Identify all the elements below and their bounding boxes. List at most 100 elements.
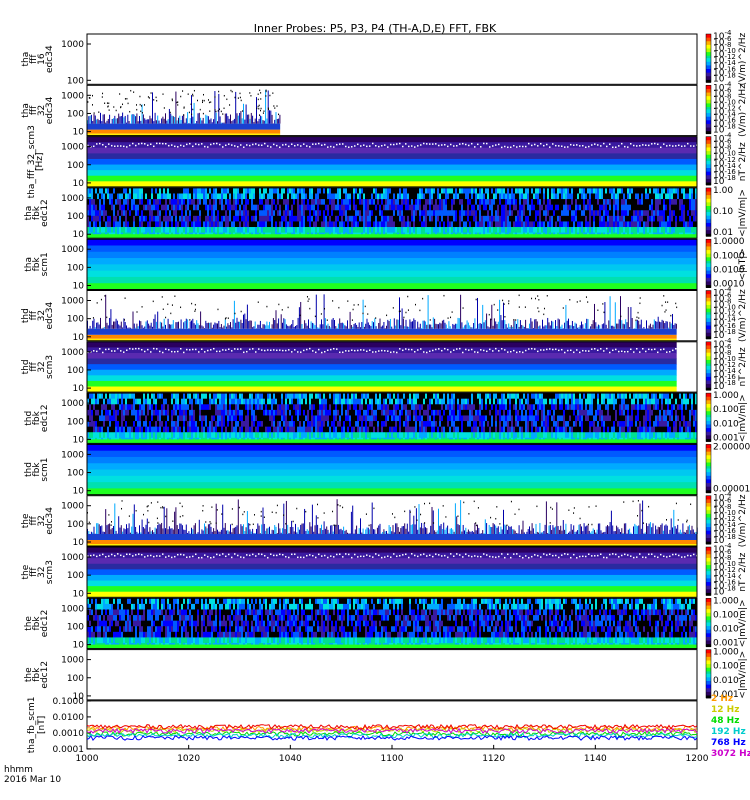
spectral-cell [141,426,143,433]
spectral-cell [357,210,359,217]
spectral-cell [157,193,159,200]
spectral-cell [87,199,89,206]
colorbar-cell [706,171,711,174]
spectral-cell [119,404,121,411]
spectral-mark [249,118,251,124]
spectral-mark [397,319,399,329]
spectral-cell [409,187,411,194]
spectral-cell [157,432,159,439]
spectral-mark [496,324,498,329]
spectral-mark [547,317,549,329]
spectral-cell [567,187,569,194]
spectral-mark [234,348,236,350]
spectral-mark [291,143,293,145]
spectral-cell [491,199,493,206]
spectral-cell [207,432,209,439]
spectral-mark [272,318,274,329]
spectral-cell [107,398,109,405]
spectral-cell [483,210,485,217]
spectral-cell [237,227,239,234]
spectral-cell [683,204,685,211]
spectral-mark [109,317,111,329]
spectral-cell [615,199,617,206]
spectral-mark [159,142,161,145]
spectral-mark [276,349,278,352]
spectral-cell [481,215,483,222]
spectral-cell [501,187,503,194]
spectral-cell [545,210,547,217]
y-tick-label: 1000 [61,143,84,153]
spectral-cell [437,193,439,200]
y-tick-label: 1000 [61,245,84,255]
spectral-cell [499,199,501,206]
spectral-mark [307,300,309,302]
colorbar-tick-label: 10-14 [713,316,736,329]
spectral-mark [228,348,230,350]
spectral-cell [197,215,199,222]
spectral-mark [304,320,306,329]
spectral-mark [184,321,186,329]
spectral-mark [508,300,510,302]
spectral-cell [331,210,333,217]
spectral-mark [140,120,142,124]
spectral-cell [449,187,451,194]
y-tick-label: 10 [73,179,85,189]
spectral-cell [695,193,697,200]
panel-frame [86,84,698,137]
spectral-cell [401,210,403,217]
spectral-cell [395,193,397,200]
spectral-mark [570,349,572,352]
spectral-cell [311,204,313,211]
spectral-cell [667,221,669,228]
spectral-mark [155,96,157,99]
spectral-cell [209,421,211,428]
spectral-cell [529,221,531,228]
spectral-cell [399,210,401,217]
spectral-cell [119,221,121,228]
spectral-mark [94,115,96,124]
spectral-cell [151,404,153,411]
spectral-mark [661,304,663,307]
spectral-cell [581,210,583,217]
spectral-cell [179,210,181,217]
spectral-cell [97,187,99,194]
spectral-cell [553,210,555,217]
colorbar-frame [705,33,712,83]
colorbar-cell [706,189,711,191]
spectral-mark [576,349,578,351]
spectral-cell [171,409,173,416]
spectral-mark [567,146,569,148]
spectral-cell [495,199,497,206]
spectral-mark [204,145,206,148]
spectral-cell [239,215,241,222]
spectral-cell [347,204,349,211]
spectral-mark [192,318,194,329]
spectral-mark [135,116,137,124]
colorbar-tick-label: 10-14 [713,162,736,175]
spectral-mark [266,118,268,124]
spectral-cell [637,187,639,194]
spectral-mark [258,104,260,107]
spectral-cell [543,199,545,206]
spectral-mark [219,327,221,329]
spectral-mark [456,323,458,329]
spectral-cell [133,227,135,234]
spectral-cell [325,210,327,217]
spectral-cell [345,193,347,200]
spectral-cell [233,210,235,217]
spectral-cell [163,215,165,222]
colorbar-cell [706,91,711,94]
spectral-cell [509,204,511,211]
spectral-cell [319,193,321,200]
spectral-cell [597,199,599,206]
spectral-cell [233,187,235,194]
spectral-mark [261,327,263,329]
spectral-cell [183,404,185,411]
colorbar-cell [706,231,711,234]
spectral-mark [311,322,313,329]
spectral-mark [141,142,143,145]
spectral-cell [567,215,569,222]
spectral-mark [192,348,194,351]
spectral-cell [363,187,365,194]
spectral-mark [370,326,372,329]
